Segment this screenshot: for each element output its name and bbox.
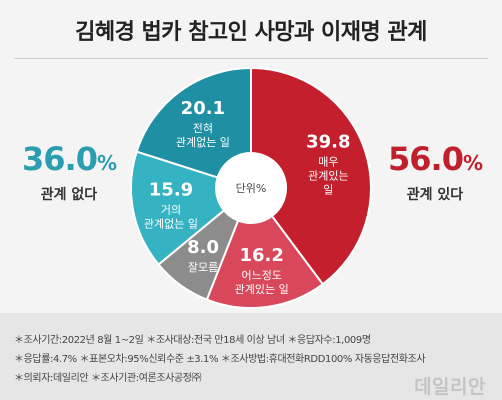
slice-label-line-4-1: 관계없는 일 <box>176 135 230 149</box>
center-unit-label: 단위% <box>236 182 267 195</box>
right-summary-unit: % <box>462 151 483 175</box>
survey-notes: ＊조사기간:2022년 8월 1~2일 ＊조사대상:전국 만18세 이상 남녀 … <box>0 313 502 400</box>
slice-value-1: 16.2 <box>240 245 284 266</box>
slice-value-2: 8.0 <box>187 237 219 258</box>
slice-label-2: 8.0 잘모름 <box>187 237 219 274</box>
slice-label-line-0-0: 매우 <box>318 155 338 168</box>
note-line-2: ＊응답률:4.7% ＊표본오차:95%신뢰수준 ±3.1% ＊조사방법:휴대전화… <box>14 354 426 365</box>
slice-label-line-4-0: 전혀 <box>193 122 213 135</box>
slice-value-4: 20.1 <box>181 98 225 119</box>
slice-4 <box>135 66 252 179</box>
right-summary-value: 56.0 <box>388 140 464 178</box>
slice-label-line-1-0: 어느정도 <box>241 269 281 282</box>
slice-label-line-0-1: 관계있는 <box>308 169 348 182</box>
donut-center <box>217 154 285 222</box>
slice-3 <box>130 150 226 266</box>
right-summary-label: 관계 있다 <box>406 187 464 203</box>
watermark: 데일리안 <box>414 376 486 398</box>
slice-label-line-3-1: 관계없는 일 <box>144 217 198 231</box>
title-divider <box>14 58 488 59</box>
note-line-1: ＊조사기간:2022년 8월 1~2일 ＊조사대상:전국 만18세 이상 남녀 … <box>14 335 371 346</box>
slice-1 <box>205 214 325 309</box>
left-summary-unit: % <box>96 151 117 175</box>
left-summary-value: 36.0 <box>22 140 98 178</box>
slice-0 <box>250 66 372 286</box>
slice-label-line-1-1: 관계있는 일 <box>235 282 289 296</box>
left-summary-label: 관계 없다 <box>40 187 98 203</box>
note-line-3: ＊의뢰자:데일리안 ＊조사기관:여론조사공정㈜ <box>14 373 202 384</box>
slice-value-0: 39.8 <box>306 131 350 152</box>
slice-label-line-0-2: 일 <box>323 182 333 196</box>
slice-label-line-2-0: 잘모름 <box>188 261 218 274</box>
slice-label-line-3-0: 거의 <box>161 204 181 217</box>
right-summary: 56.0% 관계 있다 <box>380 140 490 204</box>
left-summary: 36.0% 관계 없다 <box>14 140 124 204</box>
chart-title: 김혜경 법카 참고인 사망과 이재명 관계 <box>75 20 427 45</box>
slice-value-3: 15.9 <box>149 180 193 201</box>
